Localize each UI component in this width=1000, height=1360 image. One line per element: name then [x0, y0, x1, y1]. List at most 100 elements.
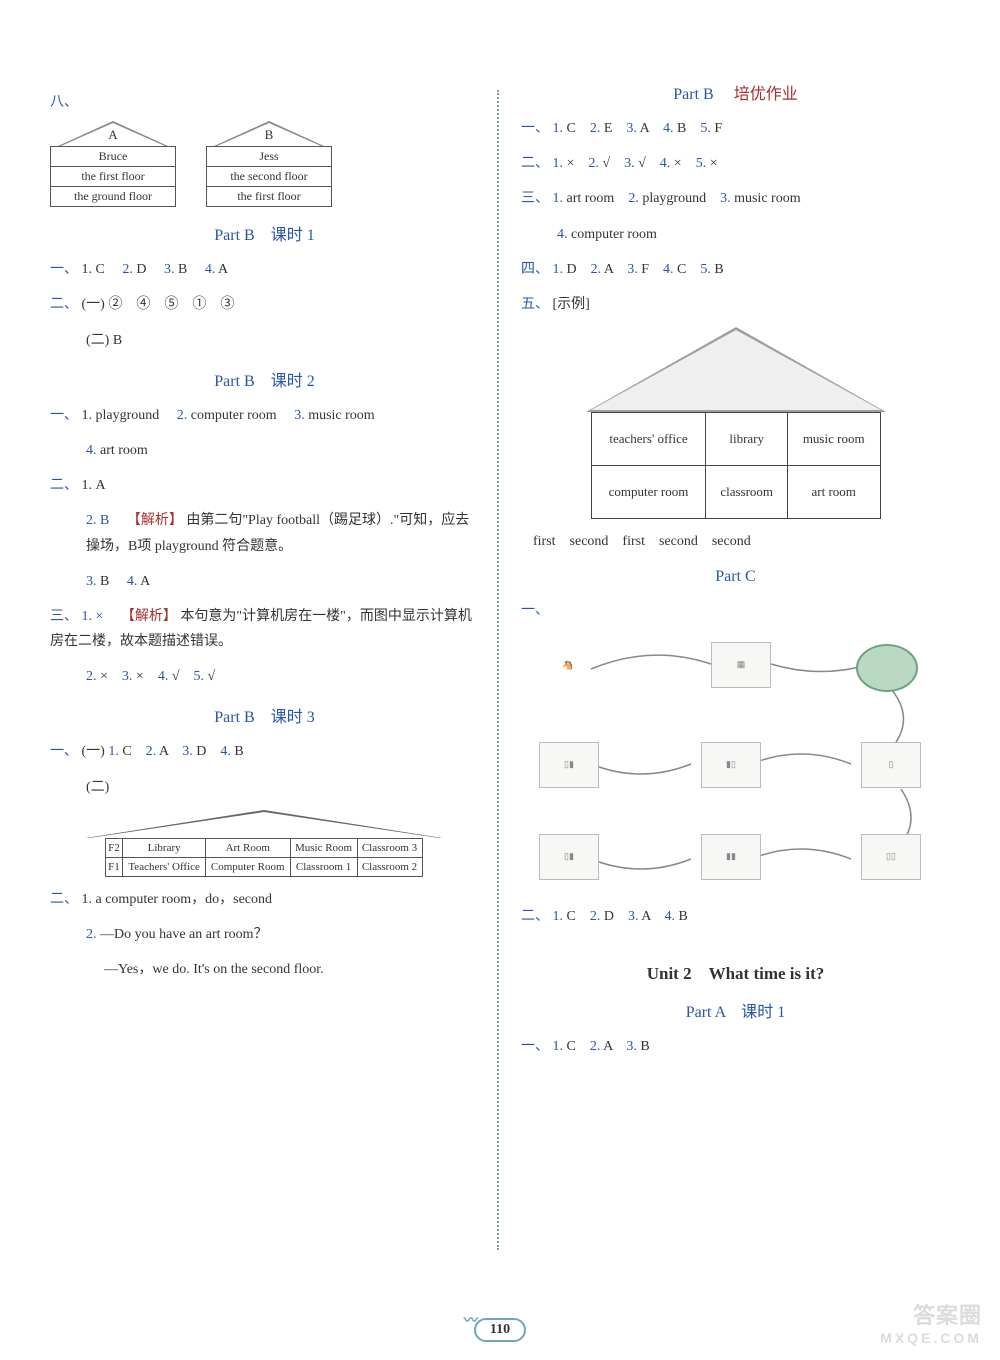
b1-q1-a4n: 4. [205, 262, 216, 277]
b3-q1-label: 一、 [50, 744, 78, 759]
watermark-line2: MXQE.COM [880, 1330, 982, 1346]
f2-c1: Library [123, 838, 205, 857]
example-house: teachers' office library music room comp… [591, 327, 881, 519]
house-a-r1: Bruce [51, 147, 176, 167]
b2-q1-label: 一、 [50, 408, 78, 423]
b2-q2-label: 二、 [50, 478, 78, 493]
py-q4-label: 四、 [521, 262, 549, 277]
house-a-roof: A [103, 127, 123, 143]
py-q3-label: 三、 [521, 191, 549, 206]
house-a-r2: the first floor [51, 167, 176, 187]
b3-q1-p2l: (二) [86, 780, 109, 795]
b1-q1-a3n: 3. [164, 262, 175, 277]
eh-r1c1: teachers' office [591, 413, 706, 466]
py-q2-label: 二、 [521, 156, 549, 171]
dolphin-icon: 〰 [464, 1310, 478, 1330]
eh-r2c3: art room [787, 466, 880, 519]
pc-box-9: ▯▯ [861, 834, 921, 880]
py-q3-a4: computer room [571, 227, 657, 242]
watermark-line1: 答案圈 [880, 1298, 982, 1330]
f1-c4: Classroom 2 [357, 857, 422, 876]
house-b-r1: Jess [207, 147, 332, 167]
b2-q3-a1h: 1. × [82, 609, 104, 624]
eh-r2c2: classroom [706, 466, 787, 519]
pc-box-5: ▮▯ [701, 742, 761, 788]
b3-q2-a2q: —Do you have an art room？ [100, 927, 268, 942]
b1-q1-a2n: 2. [122, 262, 133, 277]
b1-q2-p2l: (二) [86, 333, 109, 348]
pc-box-6: ▯ [861, 742, 921, 788]
b1-q1-a3: B [178, 262, 187, 277]
b1-q2-label: 二、 [50, 297, 78, 312]
pc-box-start: 🐴 [539, 644, 597, 688]
eh-r1c2: library [706, 413, 787, 466]
f2-c3: Music Room [290, 838, 357, 857]
b1-q2-p1l: (一) [82, 297, 105, 312]
b2-q3-label: 三、 [50, 609, 78, 624]
pc-box-8: ▮▮ [701, 834, 761, 880]
partb2-title: Part B 课时 2 [50, 367, 479, 391]
house-b-roof: B [259, 127, 279, 143]
partc-flow-diagram: 🐴 ▦ ▯▮ ▮▯ ▯ ▯▮ ▮▮ ▯▯ [521, 634, 950, 894]
b3-q2-a1: 1. a computer room，do，second [82, 892, 273, 907]
b2-q2-jx-label: 【解析】 [127, 513, 183, 528]
f2-label: F2 [105, 838, 123, 857]
partc-title: Part C [521, 568, 950, 586]
u2-q1-label: 一、 [521, 1039, 549, 1054]
b1-q2-p1: ② ④ ⑤ ① ③ [108, 297, 234, 312]
b1-q1-label: 一、 [50, 262, 78, 277]
pc-q2-label: 二、 [521, 909, 549, 924]
partb1-title: Part B 课时 1 [50, 221, 479, 245]
b1-q1-a2: D [136, 262, 146, 277]
b2-q2-a4: A [140, 574, 150, 589]
two-houses: A Bruce the first floor the ground floor… [50, 121, 479, 207]
b2-q2-a2h: 2. B [86, 513, 109, 528]
py-title-text: 培优作业 [734, 86, 798, 103]
py-q5-caption: first second first second second [533, 534, 751, 549]
py-q5-label: 五、 [521, 297, 549, 312]
school-house-table: F2 Library Art Room Music Room Classroom… [105, 810, 425, 877]
b3-q2-label: 二、 [50, 892, 78, 907]
house-b: B Jess the second floor the first floor [206, 121, 332, 207]
house-a-r3: the ground floor [51, 187, 176, 207]
house-a: A Bruce the first floor the ground floor [50, 121, 176, 207]
b1-q1-a1: 1. C [82, 262, 105, 277]
f1-c3: Classroom 1 [290, 857, 357, 876]
b2-q1-a2: computer room [191, 408, 277, 423]
b2-q1-a4: art room [100, 443, 148, 458]
b2-q3-jx: 本句意为"计算机房在一楼"，而图中显示计算机房在二楼，故本题描述错误。 [50, 609, 472, 649]
b3-q2-a2a: —Yes，we do. It's on the second floor. [104, 962, 324, 977]
partb3-title: Part B 课时 3 [50, 703, 479, 727]
py-q1-label: 一、 [521, 121, 549, 136]
page-number-text: 110 [490, 1322, 510, 1337]
house-b-r2: the second floor [207, 167, 332, 187]
b2-q1-a1: 1. playground [82, 408, 160, 423]
py-q5-example: [示例] [553, 297, 590, 312]
pc-box-7: ▯▮ [539, 834, 599, 880]
b2-q2-a3: B [100, 574, 109, 589]
b1-q1-a4: A [218, 262, 228, 277]
b3-q1-p1l: (一) [82, 744, 105, 759]
f1-c1: Teachers' Office [123, 857, 205, 876]
pc-q1-label: 一、 [521, 603, 549, 618]
f2-c4: Classroom 3 [357, 838, 422, 857]
page-number: 〰110 [0, 1318, 1000, 1342]
f2-c2: Art Room [205, 838, 290, 857]
pc-box-2: ▦ [711, 642, 771, 688]
eh-r1c3: music room [787, 413, 880, 466]
pc-box-oval [856, 644, 918, 692]
f1-label: F1 [105, 857, 123, 876]
py-title-part: Part B [673, 86, 713, 103]
watermark: 答案圈 MXQE.COM [880, 1298, 982, 1346]
eh-r2c1: computer room [591, 466, 706, 519]
b2-q1-a3: music room [308, 408, 375, 423]
house-b-r3: the first floor [207, 187, 332, 207]
section-8-label: 八、 [50, 95, 78, 110]
b1-q2-p2: B [113, 333, 122, 348]
unit2-title: Unit 2 What time is it? [521, 959, 950, 984]
f1-c2: Computer Room [205, 857, 290, 876]
b2-q3-jx-label: 【解析】 [121, 609, 177, 624]
pc-box-4: ▯▮ [539, 742, 599, 788]
b2-q2-a1: 1. A [82, 478, 106, 493]
unit2-parta1-title: Part A 课时 1 [521, 998, 950, 1022]
